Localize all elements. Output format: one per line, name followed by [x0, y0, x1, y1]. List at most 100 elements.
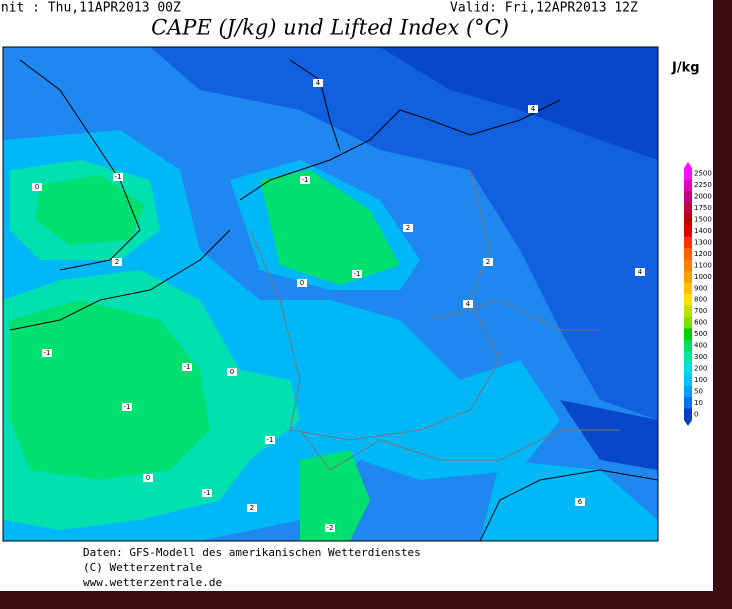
region-green: [260, 170, 400, 285]
colorbar-label: 1000: [694, 273, 712, 281]
colorbar-band: [684, 408, 692, 421]
contour-label: 4: [466, 300, 471, 308]
colorbar-band: [684, 385, 692, 398]
map-figure: Init : Thu,11APR2013 00Z Valid: Fri,12AP…: [0, 1, 712, 590]
contour-label-bg: [32, 183, 42, 191]
colorbar-label: 800: [694, 296, 707, 304]
contour-label: 2: [486, 258, 490, 266]
colorbar-label: 1500: [694, 216, 712, 224]
contour-label: 0: [230, 368, 234, 376]
colorbar-band: [684, 271, 692, 284]
contour-label: -1: [115, 173, 122, 181]
contour-label: -1: [267, 436, 274, 444]
contour-label-bg: [403, 224, 413, 232]
colorbar-band: [684, 282, 692, 295]
region-dark: [150, 47, 658, 420]
colorbar-band: [684, 168, 692, 180]
colorbar: 2500225020001750150014001300120011001000…: [684, 162, 712, 426]
footer-copyright: (C) Wetterzentrale: [83, 561, 202, 574]
contour-label: -2: [327, 524, 334, 532]
colorbar-band: [684, 225, 692, 238]
colorbar-label: 100: [694, 376, 707, 384]
footer-source: Daten: GFS-Modell des amerikanischen Wet…: [83, 546, 421, 559]
contour-label: 4: [638, 268, 643, 276]
contour-label-bg: [352, 270, 362, 278]
colorbar-label: 1400: [694, 227, 712, 235]
contour-label-bg: [325, 524, 335, 532]
coastlines: [9, 59, 658, 541]
contour-label: 2: [115, 258, 119, 266]
contour-label-bg: [297, 279, 307, 287]
colorbar-label: 900: [694, 284, 707, 292]
contour-label: 4: [316, 79, 321, 87]
contour-label: 0: [300, 279, 304, 287]
unit-label: J/kg: [671, 61, 700, 76]
region-green: [10, 300, 210, 480]
colorbar-label: 500: [694, 330, 707, 338]
contour-label-bg: [483, 258, 493, 266]
contour-label-bg: [463, 300, 473, 308]
page: Init : Thu,11APR2013 00Z Valid: Fri,12AP…: [0, 0, 713, 591]
colorbar-label: 200: [694, 364, 707, 372]
colorbar-band: [684, 339, 692, 352]
colorbar-label: 10: [694, 399, 703, 407]
colorbar-band: [684, 259, 692, 272]
colorbar-label: 2500: [694, 170, 712, 178]
contour-label: -1: [44, 349, 51, 357]
colorbar-band: [684, 362, 692, 375]
contour-label: -1: [302, 176, 309, 184]
colorbar-band: [684, 374, 692, 387]
region-green: [35, 175, 145, 245]
region-darker: [560, 400, 658, 470]
colorbar-label: 0: [694, 410, 698, 418]
contour-label: 6: [578, 498, 583, 506]
contour-label-bg: [112, 258, 122, 266]
colorbar-label: 1750: [694, 204, 712, 212]
colorbar-band: [684, 213, 692, 226]
footer-url: www.wetterzentrale.de: [83, 576, 222, 589]
colorbar-label: 2000: [694, 193, 712, 201]
contour-label-bg: [42, 349, 52, 357]
init-time: Init : Thu,11APR2013 00Z: [0, 1, 181, 16]
colorbar-label: 2250: [694, 181, 712, 189]
contour-label: 2: [250, 504, 254, 512]
borders: [249, 169, 620, 471]
colorbar-label: 600: [694, 319, 707, 327]
map-title: CAPE (J/kg) und Lifted Index (°C): [151, 16, 509, 40]
valid-time: Valid: Fri,12APR2013 12Z: [450, 1, 638, 16]
colorbar-band: [684, 190, 692, 203]
contour-label: -1: [354, 270, 361, 278]
contour-label-bg: [247, 504, 257, 512]
contour-label-bg: [227, 368, 237, 376]
contour-label: 0: [146, 474, 150, 482]
colorbar-band: [684, 305, 692, 318]
colorbar-band: [684, 328, 692, 341]
colorbar-label: 1200: [694, 250, 712, 258]
contour-label-bg: [113, 173, 123, 181]
colorbar-band: [684, 294, 692, 306]
contour-label-bg: [143, 474, 153, 482]
contour-label-bg: [528, 105, 538, 113]
region-cyan: [480, 460, 658, 541]
contour-label: -1: [204, 489, 211, 497]
region-darker: [380, 47, 658, 160]
contour-label-bg: [313, 79, 323, 87]
colorbar-label: 400: [694, 342, 707, 350]
colorbar-band: [684, 202, 692, 215]
colorbar-band: [684, 179, 692, 192]
colorbar-band: [684, 236, 692, 249]
contour-label: 4: [531, 105, 536, 113]
colorbar-label: 1100: [694, 261, 712, 269]
map: -1 -1 -1 -1 -1 -1 -1 -1 0 0 0 0 2 2 2 2 4 4 4 4 -2 6: [2, 46, 659, 542]
map-frame: [2, 46, 659, 542]
contour-label-bg: [300, 176, 310, 184]
contour-label-bg: [202, 489, 212, 497]
colorbar-label: 50: [694, 387, 703, 395]
colorbar-label: 1300: [694, 238, 712, 246]
colorbar-label: 300: [694, 353, 707, 361]
colorbar-band: [684, 248, 692, 261]
contour-label-bg: [182, 363, 192, 371]
contour-label-bg: [265, 436, 275, 444]
contour-label-bg: [575, 498, 585, 506]
